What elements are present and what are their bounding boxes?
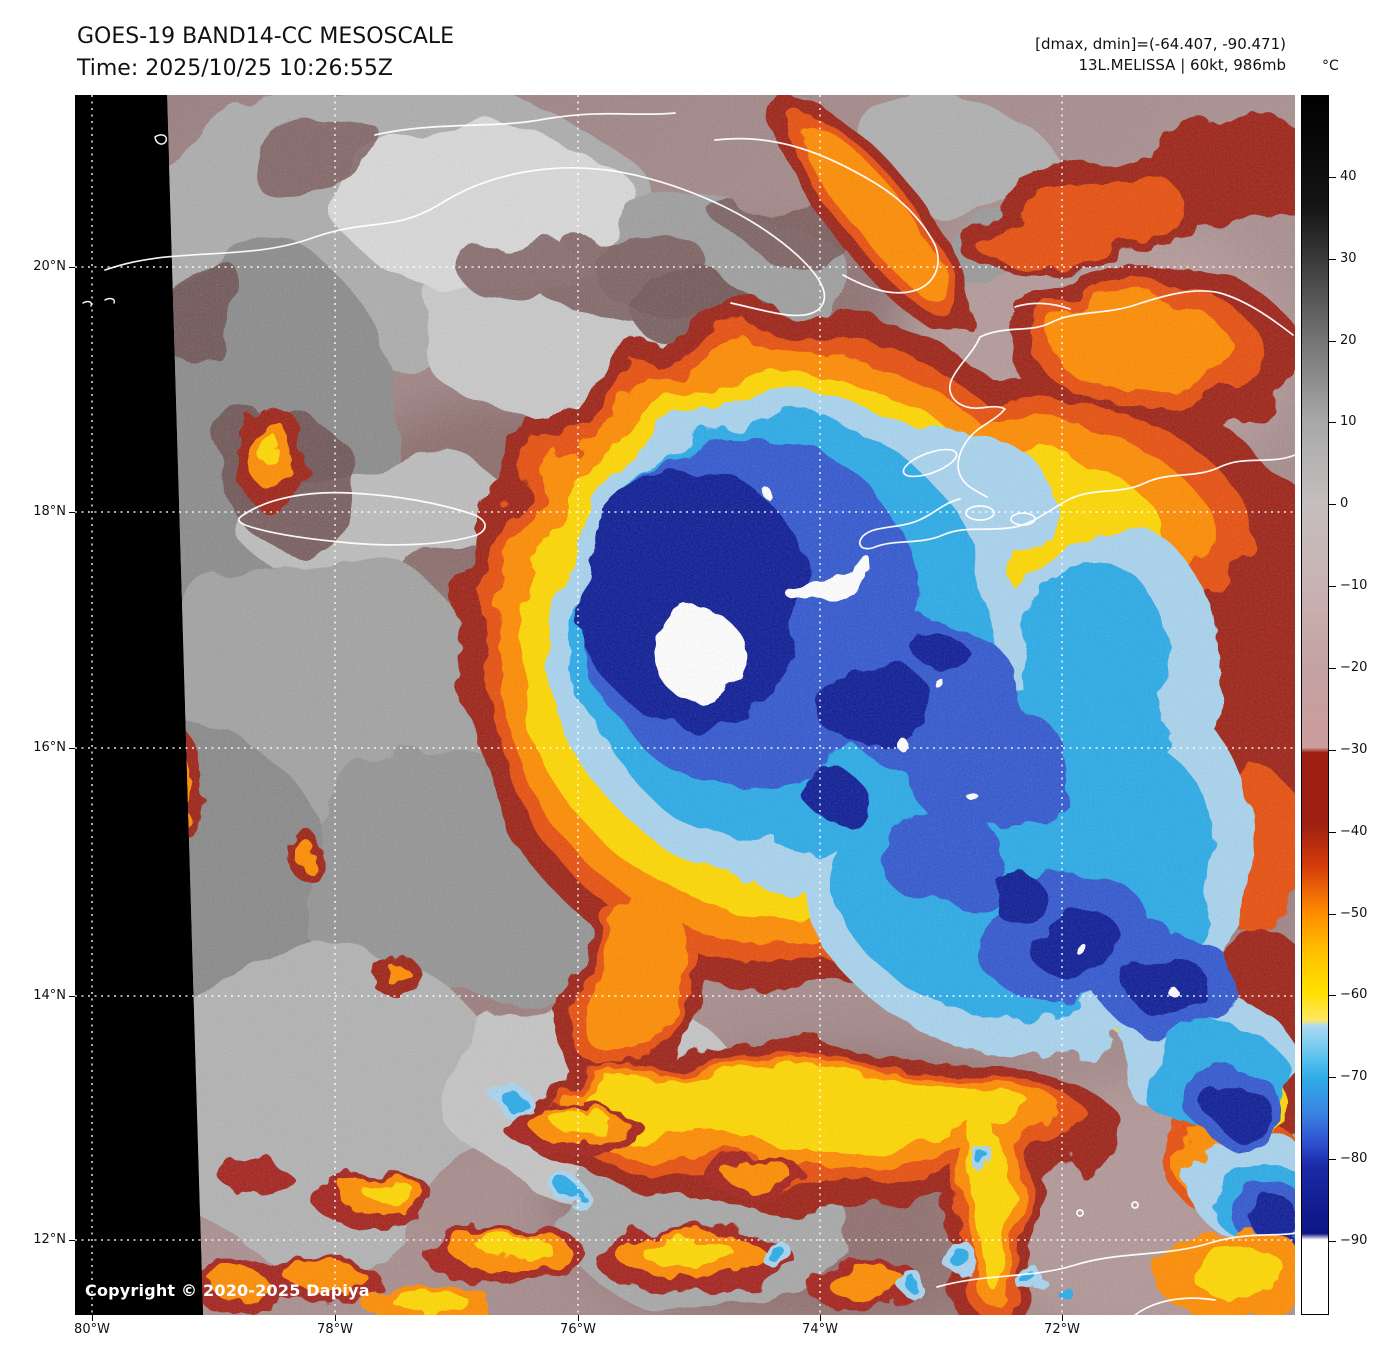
colorbar-tick-label: 30 bbox=[1340, 251, 1357, 266]
colorbar-tick bbox=[1329, 668, 1336, 669]
storm-readout: 13L.MELISSA | 60kt, 986mb bbox=[1078, 56, 1286, 74]
product-timestamp: Time: 2025/10/25 10:26:55Z bbox=[77, 56, 393, 81]
lat-axis-tick bbox=[69, 996, 75, 997]
range-readout: [dmax, dmin]=(-64.407, -90.471) bbox=[1035, 35, 1286, 53]
latlon-gridlines bbox=[75, 95, 1295, 1315]
product-title: GOES-19 BAND14-CC MESOSCALE bbox=[77, 24, 455, 49]
lat-axis-tick bbox=[69, 748, 75, 749]
lat-axis-tick bbox=[69, 267, 75, 268]
lon-axis-tick bbox=[92, 1315, 93, 1321]
coastline-cuba-east bbox=[714, 137, 939, 294]
satellite-image-svg bbox=[75, 95, 1295, 1315]
coastline-haiti-gulf bbox=[948, 336, 1006, 498]
island-tortuga bbox=[1014, 302, 1071, 310]
lon-tick-label: 76°W bbox=[560, 1322, 596, 1337]
lon-axis-tick bbox=[335, 1315, 336, 1321]
colorbar-tick-label: −60 bbox=[1340, 987, 1368, 1002]
lon-tick-label: 72°W bbox=[1044, 1322, 1080, 1337]
colorbar-tick-label: −20 bbox=[1340, 660, 1368, 675]
colorbar-tick-label: −40 bbox=[1340, 824, 1368, 839]
islet-1 bbox=[1076, 1209, 1084, 1217]
lat-axis-tick bbox=[69, 512, 75, 513]
colorbar-tick-label: −10 bbox=[1340, 578, 1368, 593]
coastline-cuba-north bbox=[374, 112, 676, 136]
colorbar-tick bbox=[1329, 586, 1336, 587]
lon-axis-tick bbox=[1062, 1315, 1063, 1321]
colorbar-tick bbox=[1329, 504, 1336, 505]
small-cays bbox=[82, 134, 168, 307]
colorbar-unit-label: °C bbox=[1322, 58, 1339, 74]
colorbar-tick-label: 40 bbox=[1340, 169, 1357, 184]
lon-axis-tick bbox=[578, 1315, 579, 1321]
colorbar-tick bbox=[1329, 1241, 1336, 1242]
colorbar-tick-label: −70 bbox=[1340, 1069, 1368, 1084]
colorbar-tick bbox=[1329, 832, 1336, 833]
lat-tick-label: 12°N bbox=[33, 1232, 66, 1247]
colorbar-tick bbox=[1329, 422, 1336, 423]
island-gonave bbox=[902, 448, 958, 478]
colorbar-tick-label: −50 bbox=[1340, 906, 1368, 921]
colorbar-tick bbox=[1329, 750, 1336, 751]
colorbar-tick bbox=[1329, 259, 1336, 260]
colorbar-tick-label: 20 bbox=[1340, 333, 1357, 348]
coastline-hispaniola-north bbox=[979, 290, 1294, 338]
colorbar-tick bbox=[1329, 914, 1336, 915]
coastlines bbox=[104, 112, 1295, 1315]
lake-outline-2 bbox=[1010, 512, 1036, 526]
lat-tick-label: 20°N bbox=[33, 259, 66, 274]
islet-2 bbox=[1131, 1201, 1139, 1209]
colorbar-tick bbox=[1329, 341, 1336, 342]
colorbar bbox=[1301, 95, 1329, 1315]
colorbar-tick bbox=[1329, 177, 1336, 178]
lat-axis-tick bbox=[69, 1240, 75, 1241]
copyright-watermark: Copyright © 2020-2025 Dapiya bbox=[85, 1281, 370, 1300]
scan-data-region bbox=[167, 95, 1295, 1315]
coastline-south-america bbox=[936, 1232, 1295, 1288]
lon-tick-label: 74°W bbox=[802, 1322, 838, 1337]
lon-axis-tick bbox=[820, 1315, 821, 1321]
lon-tick-label: 80°W bbox=[74, 1322, 110, 1337]
coastline-cuba bbox=[104, 167, 826, 317]
coastline-hispaniola-south bbox=[858, 454, 1295, 550]
lat-tick-label: 18°N bbox=[33, 504, 66, 519]
lat-tick-label: 16°N bbox=[33, 740, 66, 755]
lat-tick-label: 14°N bbox=[33, 988, 66, 1003]
pixel-grain bbox=[167, 95, 1295, 1315]
colorbar-tick bbox=[1329, 1077, 1336, 1078]
colorbar-tick-label: 10 bbox=[1340, 414, 1357, 429]
colorbar-tick bbox=[1329, 1159, 1336, 1160]
colorbar-tick-label: −90 bbox=[1340, 1233, 1368, 1248]
lake-outline-1 bbox=[965, 505, 995, 521]
satellite-map: Copyright © 2020-2025 Dapiya bbox=[75, 95, 1295, 1315]
colorbar-tick-label: 0 bbox=[1340, 496, 1349, 511]
colorbar-tick-label: −30 bbox=[1340, 742, 1368, 757]
coastline-jamaica bbox=[237, 491, 486, 546]
coastline-sa-inlet bbox=[1134, 1297, 1216, 1315]
header-readouts: [dmax, dmin]=(-64.407, -90.471) 13L.MELI… bbox=[1035, 34, 1286, 76]
colorbar-tick-label: −80 bbox=[1340, 1151, 1368, 1166]
lon-tick-label: 78°W bbox=[317, 1322, 353, 1337]
colorbar-tick bbox=[1329, 995, 1336, 996]
